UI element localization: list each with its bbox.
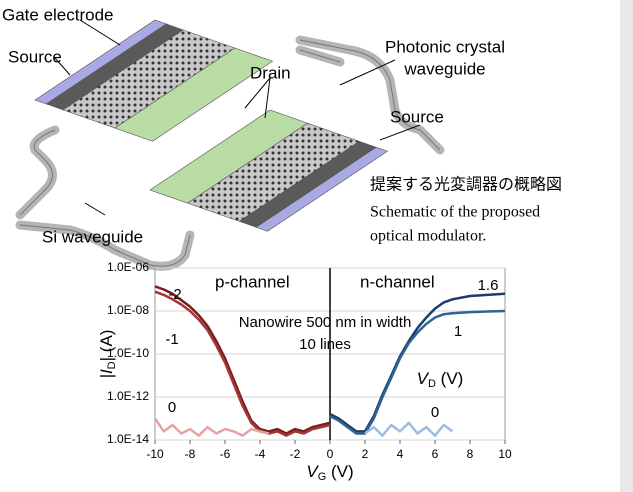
leader-line [85,203,105,215]
label-part: (V) [436,369,463,388]
caption: 提案する光変調器の概略図 [370,176,562,194]
leader-line [245,78,270,108]
annotation: 10 lines [299,336,351,353]
caption: optical modulator. [370,228,486,245]
x-tick-label: 0 [327,447,334,461]
series-label: -1 [165,331,178,348]
label-part: G [318,471,327,483]
label-part: D [428,378,436,390]
x-tick-label: -10 [146,447,164,461]
y-tick-label: 1.0E-08 [107,303,149,317]
annotation: n-channel [360,272,435,291]
x-tick-label: 10 [498,447,512,461]
x-tick-label: 4 [397,447,404,461]
diagram-label: Source [8,47,62,66]
series-label: 0 [431,404,439,421]
x-tick-label: 8 [467,447,474,461]
vd-label: VD (V) [417,369,464,389]
x-tick-label: -6 [220,447,231,461]
figure: Gate electrode Source Drain Photonic crysta… [0,0,633,492]
x-axis-label: VG (V) [306,462,353,482]
x-tick-label: 6 [432,447,439,461]
label-part: (V) [326,462,353,481]
side-strip [620,0,633,492]
x-tick-label: -4 [255,447,266,461]
series-label: -2 [168,286,181,303]
x-tick-label: -2 [290,447,301,461]
diagram-label: waveguide [403,59,485,78]
x-tick-label: -8 [185,447,196,461]
device-schematic: Gate electrode Source Drain Photonic crysta… [2,5,562,266]
y-tick-label: 1.0E-06 [107,260,149,274]
annotation: Nanowire 500 nm in width [239,314,412,331]
data-line [155,286,330,433]
data-line [365,423,453,436]
annotation: p-channel [215,272,290,291]
y-tick-label: 1.0E-14 [107,432,149,446]
diagram-label: Drain [250,63,291,82]
diagram-label: Si waveguide [42,227,143,246]
series-label: 1.6 [478,277,499,294]
diagram-label: Source [390,107,444,126]
series-label: 0 [168,399,176,416]
diagram-label: Photonic crystal [385,37,505,56]
y-tick-label: 1.0E-12 [107,389,149,403]
caption: Schematic of the proposed [370,204,540,221]
series-label: 1 [454,323,462,340]
y-axis-label: |ID| (A) [97,330,117,379]
label-part: D [106,361,118,369]
diagram-label: Gate electrode [2,5,114,24]
x-tick-label: 2 [362,447,369,461]
label-part: |I [97,369,116,378]
label-part: | (A) [97,330,116,362]
